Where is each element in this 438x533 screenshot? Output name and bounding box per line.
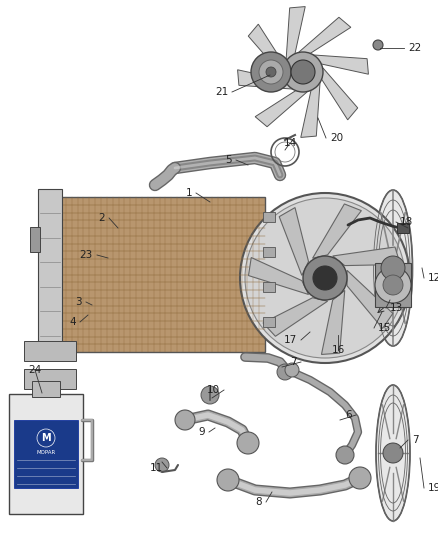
Circle shape — [349, 467, 371, 489]
Polygon shape — [255, 90, 309, 127]
Text: M: M — [41, 433, 51, 443]
Text: 23: 23 — [80, 250, 93, 260]
Bar — [375, 263, 411, 307]
Text: 12: 12 — [428, 273, 438, 283]
Polygon shape — [248, 257, 308, 295]
Text: 6: 6 — [346, 410, 352, 420]
Text: 3: 3 — [75, 297, 82, 307]
Text: 4: 4 — [69, 317, 76, 327]
Polygon shape — [333, 247, 400, 265]
Text: 7: 7 — [412, 435, 419, 445]
Text: 18: 18 — [400, 217, 413, 227]
Circle shape — [283, 52, 323, 92]
Polygon shape — [311, 55, 368, 74]
Circle shape — [277, 364, 293, 380]
Polygon shape — [279, 207, 308, 276]
Circle shape — [259, 60, 283, 84]
Ellipse shape — [376, 385, 410, 521]
Text: 1: 1 — [185, 188, 192, 198]
Circle shape — [240, 193, 410, 363]
Circle shape — [155, 458, 169, 472]
Text: 14: 14 — [283, 138, 297, 148]
FancyBboxPatch shape — [9, 394, 83, 514]
Circle shape — [383, 275, 403, 295]
Circle shape — [383, 443, 403, 463]
Text: 24: 24 — [28, 365, 42, 375]
Polygon shape — [347, 270, 393, 328]
Bar — [60, 197, 265, 352]
Circle shape — [373, 40, 383, 50]
Bar — [263, 212, 275, 222]
Bar — [32, 381, 60, 397]
Text: 15: 15 — [378, 323, 391, 333]
Circle shape — [217, 469, 239, 491]
Text: 2: 2 — [99, 213, 105, 223]
Text: 19: 19 — [428, 483, 438, 493]
Circle shape — [375, 267, 411, 303]
Polygon shape — [321, 66, 358, 120]
Text: MOPAR: MOPAR — [36, 449, 56, 455]
Text: 17: 17 — [284, 335, 297, 345]
Circle shape — [37, 429, 55, 447]
Bar — [30, 227, 40, 252]
Text: 8: 8 — [255, 497, 262, 507]
Circle shape — [175, 410, 195, 430]
Ellipse shape — [374, 190, 413, 346]
Polygon shape — [263, 298, 328, 336]
Text: 13: 13 — [390, 303, 403, 313]
Circle shape — [237, 432, 259, 454]
Circle shape — [381, 256, 405, 280]
Bar — [14, 420, 78, 488]
Bar — [263, 247, 275, 257]
Text: 7: 7 — [290, 357, 297, 367]
Text: 22: 22 — [408, 43, 421, 53]
Circle shape — [201, 386, 219, 404]
Bar — [38, 189, 62, 360]
Polygon shape — [248, 24, 285, 78]
Text: 16: 16 — [332, 345, 345, 355]
FancyBboxPatch shape — [24, 369, 76, 389]
Polygon shape — [297, 17, 351, 54]
FancyBboxPatch shape — [24, 341, 76, 361]
Circle shape — [245, 198, 405, 358]
Text: 5: 5 — [226, 155, 232, 165]
Text: 9: 9 — [198, 427, 205, 437]
Polygon shape — [321, 290, 345, 354]
Circle shape — [313, 266, 337, 290]
Circle shape — [251, 52, 291, 92]
Circle shape — [285, 363, 299, 377]
Text: 10: 10 — [207, 385, 220, 395]
Circle shape — [303, 256, 347, 300]
Polygon shape — [286, 6, 305, 64]
Bar — [263, 282, 275, 292]
Bar — [397, 223, 409, 233]
Polygon shape — [237, 70, 295, 89]
Circle shape — [266, 67, 276, 77]
Circle shape — [291, 60, 315, 84]
Polygon shape — [313, 204, 361, 259]
Text: 21: 21 — [215, 87, 228, 97]
Text: 20: 20 — [330, 133, 343, 143]
Bar — [263, 317, 275, 327]
Circle shape — [336, 446, 354, 464]
Text: 11: 11 — [150, 463, 163, 473]
Polygon shape — [301, 80, 320, 138]
